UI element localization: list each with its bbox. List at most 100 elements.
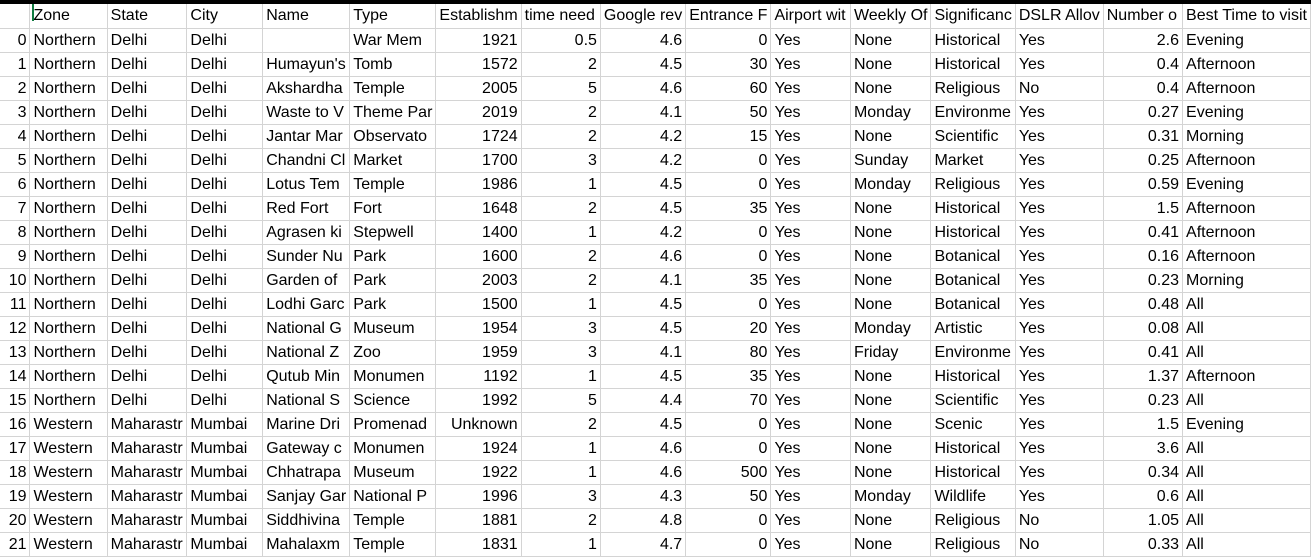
cell-best-time[interactable]: Afternoon <box>1182 220 1311 245</box>
cell-state[interactable]: Maharastr <box>107 412 188 437</box>
cell-zone[interactable]: Northern <box>29 124 108 149</box>
cell-index[interactable]: 9 <box>0 244 31 269</box>
cell-google-review[interactable]: 4.2 <box>600 148 687 173</box>
cell-zone[interactable]: Northern <box>29 196 108 221</box>
cell-established[interactable]: 1724 <box>435 124 522 149</box>
cell-best-time[interactable]: Afternoon <box>1182 52 1311 77</box>
cell-zone[interactable]: Western <box>29 412 108 437</box>
cell-city[interactable]: Mumbai <box>186 532 264 557</box>
cell-google-review[interactable]: 4.1 <box>600 100 687 125</box>
cell-state[interactable]: Delhi <box>107 76 188 101</box>
cell-airport[interactable]: Yes <box>770 172 851 197</box>
cell-established[interactable]: 1648 <box>435 196 522 221</box>
cell-weekly-off[interactable]: Monday <box>850 172 932 197</box>
cell-type[interactable]: Zoo <box>349 340 437 365</box>
cell-index[interactable]: 12 <box>0 316 31 341</box>
cell-state[interactable]: Delhi <box>107 172 188 197</box>
cell-time-needed[interactable]: 5 <box>521 76 601 101</box>
cell-weekly-off[interactable]: Friday <box>850 340 932 365</box>
cell-significance[interactable]: Historical <box>930 364 1016 389</box>
cell-city[interactable]: Delhi <box>186 76 264 101</box>
cell-state[interactable]: Delhi <box>107 124 188 149</box>
cell-best-time[interactable]: Evening <box>1182 172 1311 197</box>
cell-type[interactable]: Park <box>349 244 437 269</box>
cell-best-time[interactable]: Evening <box>1182 100 1311 125</box>
cell-google-review[interactable]: 4.6 <box>600 460 687 485</box>
cell-type[interactable]: Observato <box>349 124 437 149</box>
cell-google-review[interactable]: 4.6 <box>600 76 687 101</box>
cell-significance[interactable]: Scenic <box>930 412 1016 437</box>
cell-dslr[interactable]: Yes <box>1015 268 1104 293</box>
cell-weekly-off[interactable]: None <box>850 460 932 485</box>
cell-time-needed[interactable]: 2 <box>521 508 601 533</box>
cell-dslr[interactable]: Yes <box>1015 340 1104 365</box>
cell-google-review[interactable]: 4.6 <box>600 28 687 53</box>
cell-established[interactable]: 1954 <box>435 316 522 341</box>
cell-city[interactable]: Delhi <box>186 52 264 77</box>
cell-type[interactable]: Temple <box>349 508 437 533</box>
cell-type[interactable]: Park <box>349 292 437 317</box>
cell-time-needed[interactable]: 1 <box>521 364 601 389</box>
cell-time-needed[interactable]: 1 <box>521 532 601 557</box>
cell-airport[interactable]: Yes <box>770 148 851 173</box>
cell-significance[interactable]: Wildlife <box>930 484 1016 509</box>
cell-dslr[interactable]: Yes <box>1015 124 1104 149</box>
cell-airport[interactable]: Yes <box>770 196 851 221</box>
cell-airport[interactable]: Yes <box>770 436 851 461</box>
column-header-index[interactable] <box>0 4 31 29</box>
column-header-established[interactable]: Establishm <box>435 4 522 29</box>
cell-best-time[interactable]: Afternoon <box>1182 76 1311 101</box>
cell-airport[interactable]: Yes <box>770 292 851 317</box>
column-header-best-time[interactable]: Best Time to visit <box>1182 4 1311 29</box>
cell-time-needed[interactable]: 1 <box>521 436 601 461</box>
cell-zone[interactable]: Northern <box>29 148 108 173</box>
cell-name[interactable]: Waste to V <box>262 100 351 125</box>
cell-name[interactable]: Marine Dri <box>262 412 351 437</box>
cell-index[interactable]: 3 <box>0 100 31 125</box>
cell-significance[interactable]: Religious <box>930 76 1016 101</box>
cell-state[interactable]: Delhi <box>107 196 188 221</box>
cell-best-time[interactable]: All <box>1182 532 1311 557</box>
cell-index[interactable]: 0 <box>0 28 31 53</box>
cell-index[interactable]: 17 <box>0 436 31 461</box>
cell-dslr[interactable]: No <box>1015 76 1104 101</box>
cell-num-reviews[interactable]: 1.5 <box>1103 196 1184 221</box>
cell-index[interactable]: 16 <box>0 412 31 437</box>
cell-name[interactable]: Chandni Cl <box>262 148 351 173</box>
cell-type[interactable]: Park <box>349 268 437 293</box>
cell-num-reviews[interactable]: 0.59 <box>1103 172 1184 197</box>
cell-num-reviews[interactable]: 0.33 <box>1103 532 1184 557</box>
cell-weekly-off[interactable]: None <box>850 436 932 461</box>
cell-weekly-off[interactable]: Sunday <box>850 148 932 173</box>
cell-best-time[interactable]: All <box>1182 508 1311 533</box>
cell-type[interactable]: National P <box>349 484 437 509</box>
cell-entrance-fee[interactable]: 70 <box>685 388 772 413</box>
cell-entrance-fee[interactable]: 20 <box>685 316 772 341</box>
cell-num-reviews[interactable]: 0.41 <box>1103 340 1184 365</box>
cell-zone[interactable]: Northern <box>29 364 108 389</box>
cell-index[interactable]: 4 <box>0 124 31 149</box>
cell-significance[interactable]: Market <box>930 148 1016 173</box>
cell-num-reviews[interactable]: 3.6 <box>1103 436 1184 461</box>
cell-zone[interactable]: Northern <box>29 316 108 341</box>
cell-airport[interactable]: Yes <box>770 100 851 125</box>
cell-best-time[interactable]: All <box>1182 436 1311 461</box>
cell-dslr[interactable]: Yes <box>1015 196 1104 221</box>
cell-state[interactable]: Delhi <box>107 268 188 293</box>
cell-city[interactable]: Delhi <box>186 124 264 149</box>
cell-name[interactable] <box>262 28 351 53</box>
cell-time-needed[interactable]: 2 <box>521 100 601 125</box>
cell-index[interactable]: 14 <box>0 364 31 389</box>
cell-google-review[interactable]: 4.5 <box>600 172 687 197</box>
cell-airport[interactable]: Yes <box>770 412 851 437</box>
cell-significance[interactable]: Historical <box>930 436 1016 461</box>
cell-name[interactable]: Sanjay Gar <box>262 484 351 509</box>
cell-num-reviews[interactable]: 0.08 <box>1103 316 1184 341</box>
cell-entrance-fee[interactable]: 0 <box>685 412 772 437</box>
cell-state[interactable]: Delhi <box>107 388 188 413</box>
cell-dslr[interactable]: No <box>1015 532 1104 557</box>
cell-dslr[interactable]: Yes <box>1015 148 1104 173</box>
cell-google-review[interactable]: 4.5 <box>600 364 687 389</box>
cell-state[interactable]: Delhi <box>107 364 188 389</box>
cell-weekly-off[interactable]: Monday <box>850 484 932 509</box>
